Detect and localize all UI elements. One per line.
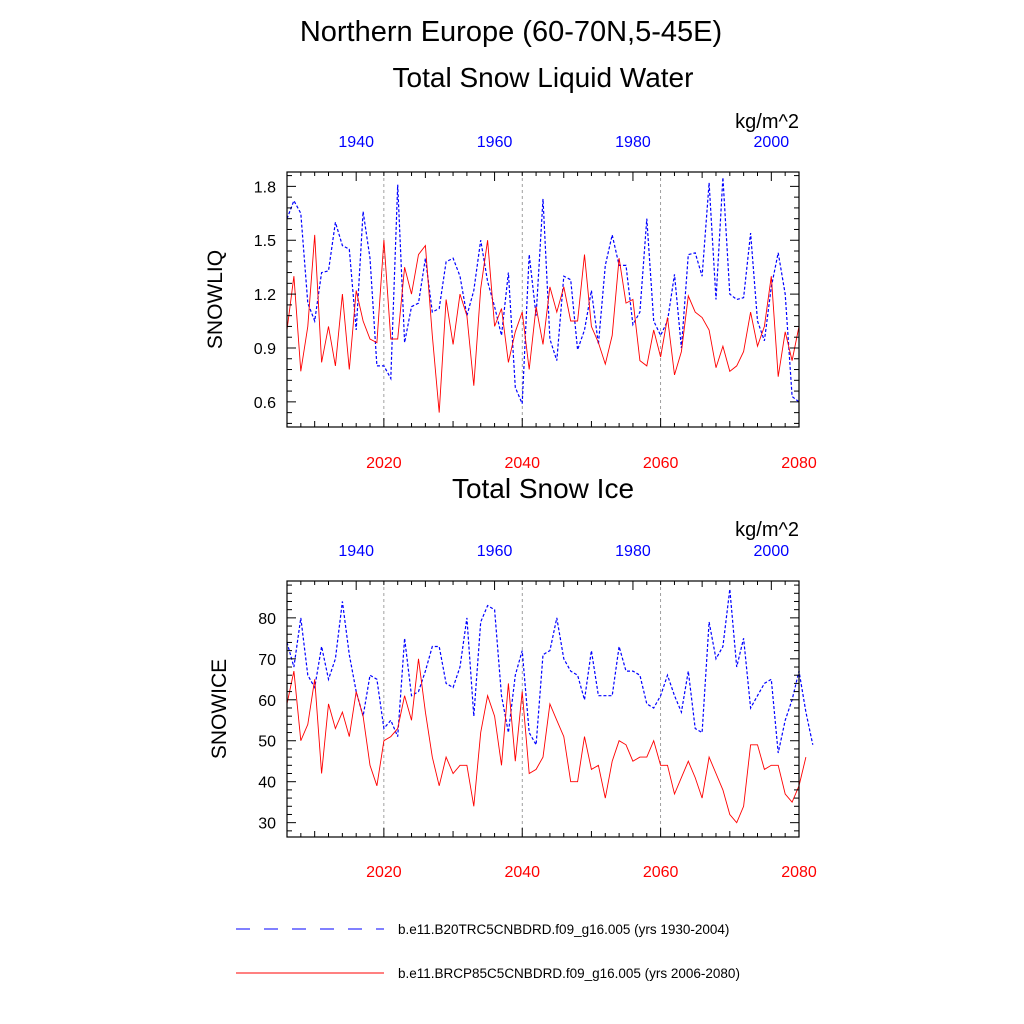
series-line-historical (286, 177, 800, 404)
y-tick-label: 80 (258, 611, 276, 628)
x-top-tick-label: 1940 (338, 134, 374, 151)
y-tick-label: 1.8 (254, 179, 276, 196)
y-axis-label: SNOWICE (208, 659, 231, 759)
x-bottom-tick-label: 2060 (643, 864, 679, 881)
x-bottom-tick-label: 2020 (366, 455, 402, 472)
x-bottom-tick-label: 2040 (504, 864, 540, 881)
y-tick-label: 60 (258, 693, 276, 710)
plot-frame (286, 580, 800, 838)
series-line-future (286, 234, 800, 413)
page-title: Northern Europe (60-70N,5-45E) (299, 16, 723, 48)
x-top-tick-label: 2000 (754, 543, 790, 560)
y-tick-label: 70 (258, 652, 276, 669)
units-label: kg/m^2 (735, 111, 799, 133)
y-tick-label: 0.9 (254, 341, 276, 358)
y-tick-label: 40 (258, 775, 276, 792)
x-bottom-tick-label: 2020 (366, 864, 402, 881)
chart-title: Total Snow Ice (452, 473, 634, 504)
x-top-tick-label: 1960 (477, 134, 513, 151)
x-top-tick-label: 1940 (338, 543, 374, 560)
units-label: kg/m^2 (735, 519, 799, 541)
y-tick-label: 30 (258, 816, 276, 833)
y-tick-label: 50 (258, 734, 276, 751)
chart-title: Total Snow Liquid Water (393, 62, 694, 93)
series-line-future (286, 658, 807, 824)
x-top-tick-label: 1960 (477, 543, 513, 560)
y-tick-label: 1.5 (254, 233, 276, 250)
legend-label: b.e11.B20TRC5CNBDRD.f09_g16.005 (yrs 193… (398, 922, 729, 937)
x-bottom-tick-label: 2080 (781, 864, 817, 881)
x-bottom-tick-label: 2080 (781, 455, 817, 472)
x-bottom-tick-label: 2060 (643, 455, 679, 472)
y-tick-label: 1.2 (254, 287, 276, 304)
plot-frame (286, 171, 800, 428)
y-tick-label: 0.6 (254, 395, 276, 412)
legend-label: b.e11.BRCP85C5CNBDRD.f09_g16.005 (yrs 20… (398, 966, 740, 981)
x-top-tick-label: 1980 (615, 543, 651, 560)
series-line-historical (286, 589, 814, 754)
x-top-tick-label: 1980 (615, 134, 651, 151)
y-axis-label: SNOWLIQ (204, 250, 227, 349)
x-top-tick-label: 2000 (754, 134, 790, 151)
x-bottom-tick-label: 2040 (504, 455, 540, 472)
